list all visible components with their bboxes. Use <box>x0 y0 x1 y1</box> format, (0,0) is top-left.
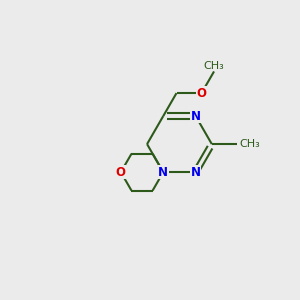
Text: N: N <box>158 166 168 179</box>
Text: N: N <box>190 166 201 179</box>
Text: N: N <box>190 110 201 123</box>
Text: O: O <box>116 166 126 179</box>
Text: CH₃: CH₃ <box>239 139 260 149</box>
Text: CH₃: CH₃ <box>204 61 224 71</box>
Text: O: O <box>196 87 206 100</box>
